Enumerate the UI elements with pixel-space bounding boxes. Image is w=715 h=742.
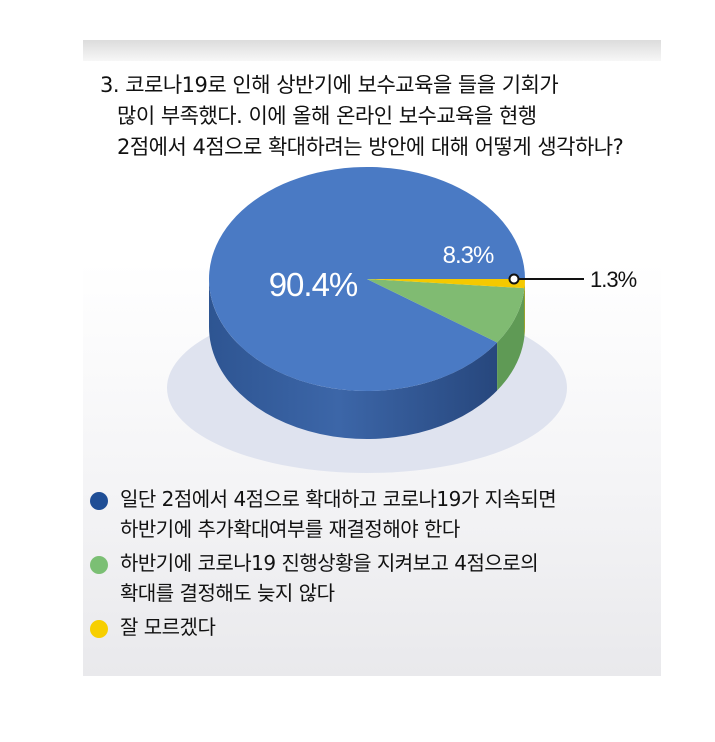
legend-text: 하반기에 코로나19 진행상황을 지켜보고 4점으로의 확대를 결정해도 늦지 … bbox=[120, 551, 539, 605]
legend-dot-blue bbox=[90, 492, 108, 510]
legend: 일단 2점에서 4점으로 확대하고 코로나19가 지속되면 하반기에 추가확대여… bbox=[90, 484, 660, 642]
question-line-3: 2점에서 4점으로 확대하려는 방안에 대해 어떻게 생각하나? bbox=[117, 135, 624, 159]
label-1-3: 1.3% bbox=[590, 267, 637, 292]
label-8-3: 8.3% bbox=[443, 242, 494, 269]
pie-slice-1 bbox=[367, 279, 525, 343]
header-bar bbox=[83, 40, 661, 61]
pie-top bbox=[209, 167, 525, 391]
legend-item: 하반기에 코로나19 진행상황을 지켜보고 4점으로의 확대를 결정해도 늦지 … bbox=[90, 548, 660, 608]
callout-dot bbox=[508, 273, 520, 285]
pie-side-segment-2 bbox=[524, 279, 525, 337]
legend-dot-yellow bbox=[90, 620, 108, 638]
pie-side-segment-1 bbox=[497, 288, 525, 391]
pie-side-segment-0 bbox=[209, 279, 498, 440]
legend-item: 일단 2점에서 4점으로 확대하고 코로나19가 지속되면 하반기에 추가확대여… bbox=[90, 484, 660, 544]
legend-item: 잘 모르겠다 bbox=[90, 612, 660, 642]
question-text: 3. 코로나19로 인해 상반기에 보수교육을 들을 기회가 많이 부족했다. … bbox=[100, 70, 660, 163]
legend-text: 잘 모르겠다 bbox=[120, 615, 216, 639]
pie-slice-2 bbox=[367, 279, 525, 289]
question-line-1: 3. 코로나19로 인해 상반기에 보수교육을 들을 기회가 bbox=[100, 73, 559, 97]
question-line-2: 많이 부족했다. 이에 올해 온라인 보수교육을 현행 bbox=[117, 104, 537, 128]
legend-text: 일단 2점에서 4점으로 확대하고 코로나19가 지속되면 하반기에 추가확대여… bbox=[120, 487, 557, 541]
pie-side bbox=[209, 279, 525, 440]
label-90-4: 90.4% bbox=[269, 266, 358, 303]
legend-dot-green bbox=[90, 556, 108, 574]
